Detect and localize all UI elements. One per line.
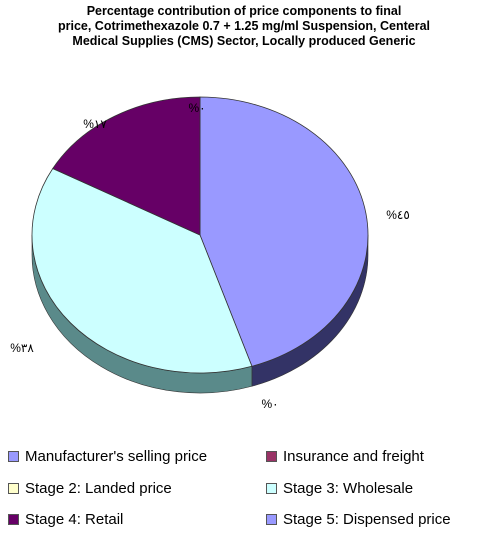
legend-label-manufacturer: Manufacturer's selling price — [25, 448, 208, 465]
legend-item-stage-2: Stage 2: Landed price — [8, 480, 172, 497]
legend-label-stage-5: Stage 5: Dispensed price — [283, 511, 451, 528]
legend-label-stage-2: Stage 2: Landed price — [25, 480, 172, 497]
chart-title-line-2: price, Cotrimethexazole 0.7 + 1.25 mg/ml… — [57, 19, 430, 33]
legend-item-stage-3: Stage 3: Wholesale — [266, 480, 413, 497]
data-label-1: %٠ — [188, 101, 205, 115]
legend-swatch-stage-3 — [266, 483, 277, 494]
data-label-4: %١٧ — [83, 117, 107, 131]
chart-title-line-3: Medical Supplies (CMS) Sector, Locally p… — [72, 34, 416, 48]
legend-swatch-stage-2 — [8, 483, 19, 494]
pie-slices — [31, 96, 369, 374]
pie-slice-3 — [31, 168, 253, 374]
legend-label-insurance: Insurance and freight — [283, 448, 424, 465]
legend-swatch-insurance — [266, 451, 277, 462]
legend-swatch-stage-5 — [266, 514, 277, 525]
data-label-0: %٤٥ — [386, 208, 410, 222]
chart-title: Percentage contribution of price compone… — [0, 4, 488, 49]
legend-label-stage-3: Stage 3: Wholesale — [283, 480, 414, 497]
chart-title-line-1: Percentage contribution of price compone… — [86, 4, 402, 18]
legend-label-stage-4: Stage 4: Retail — [25, 511, 124, 528]
legend-swatch-manufacturer — [8, 451, 19, 462]
legend-swatch-stage-4 — [8, 514, 19, 525]
pie-slice-0 — [199, 96, 369, 367]
data-label-3: %٣٨ — [10, 341, 34, 355]
legend-item-stage-4: Stage 4: Retail — [8, 511, 123, 528]
legend-item-insurance: Insurance and freight — [266, 448, 424, 465]
data-label-2: %٠ — [261, 397, 278, 411]
legend-item-stage-5: Stage 5: Dispensed price — [266, 511, 451, 528]
legend-item-manufacturer: Manufacturer's selling price — [8, 448, 207, 465]
pie-slice-4 — [52, 96, 201, 236]
data-labels: %٤٥ %٠ %٠ %٣٨ %١٧ — [10, 101, 410, 411]
